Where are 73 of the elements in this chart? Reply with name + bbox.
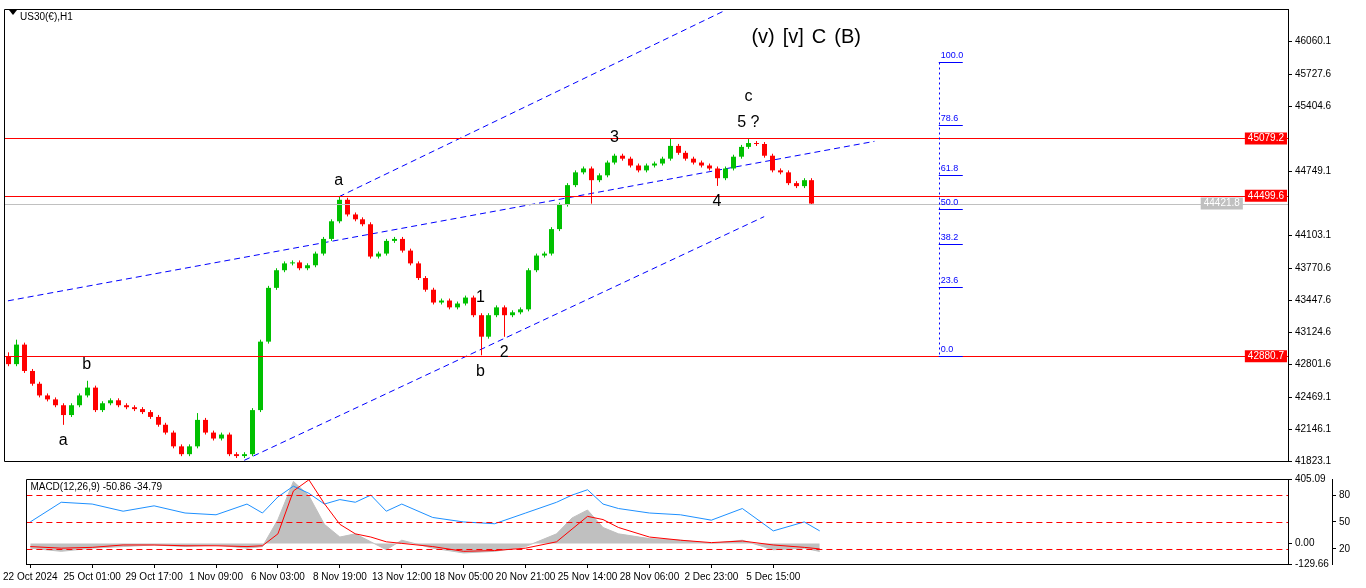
ref-line-label: 100.0 [940, 50, 964, 61]
candlestick [227, 432, 232, 457]
candlestick [502, 304, 507, 338]
annotation: (v) [751, 24, 775, 47]
x-tick-label: 5 Dec 15:00 [746, 570, 801, 582]
candlestick [61, 402, 66, 426]
x-tick-label: 1 Nov 09:00 [189, 570, 244, 582]
annotation: [v] [782, 24, 804, 47]
chart-title: MACD(12,26,9) -50.86 -34.79 [30, 480, 163, 492]
ref-line-label: 78.6 [940, 113, 959, 124]
y-tick-label: 44749.1 [1295, 164, 1332, 176]
annotation: 4 [712, 192, 722, 210]
candlestick [486, 312, 491, 340]
ref-line-label: 45079.2 [1247, 132, 1285, 144]
candlestick [416, 260, 421, 281]
candlestick [668, 137, 673, 162]
annotation: c [744, 87, 753, 105]
y2-tick-label: 20 [1339, 542, 1351, 554]
x-tick-label: 20 Nov 21:00 [495, 570, 556, 582]
x-tick-label: 2 Dec 23:00 [684, 570, 739, 582]
x-tick-label: 6 Nov 03:00 [250, 570, 306, 582]
x-tick-label: 13 Nov 12:00 [372, 570, 432, 582]
annotation: b [476, 361, 486, 379]
annotation: (B) [834, 24, 861, 47]
y-tick-label: 43447.6 [1295, 293, 1332, 305]
y-tick-label: 44103.1 [1295, 228, 1332, 240]
y-tick-label: 45404.6 [1295, 99, 1332, 111]
ref-line-label: 23.6 [940, 275, 959, 286]
ref-line-label: 38.2 [940, 232, 959, 243]
candlestick [471, 295, 476, 318]
candlestick [329, 218, 334, 242]
y-tick-label: 46060.1 [1295, 35, 1332, 47]
y-tick-label: 42146.1 [1295, 422, 1332, 434]
ref-line-label: 44421.8 [1203, 197, 1241, 209]
annotation: 5 ? [737, 113, 760, 131]
x-tick-label: 29 Oct 17:00 [125, 570, 184, 582]
x-tick-label: 22 Oct 2024 [3, 570, 58, 582]
x-tick-label: 8 Nov 19:00 [312, 570, 368, 582]
candlestick [565, 182, 570, 208]
candlestick [534, 253, 539, 273]
annotation: C [811, 24, 827, 47]
ref-line-label: 44499.6 [1247, 189, 1285, 201]
annotation: b [82, 355, 92, 373]
y-tick-label: 41823.1 [1295, 454, 1332, 466]
y-tick-label: 42469.1 [1295, 390, 1332, 402]
chart-title: US30(€),H1 [20, 10, 74, 22]
y-tick-label: -129.66 [1295, 557, 1330, 569]
y-tick-label: 43124.6 [1295, 325, 1332, 337]
y-tick-label: 42801.6 [1295, 357, 1332, 369]
annotation: 1 [476, 287, 486, 305]
y-tick-label: 405.09 [1295, 472, 1327, 484]
x-tick-label: 18 Nov 05:00 [433, 570, 494, 582]
y-tick-label: 45727.6 [1295, 67, 1332, 79]
ref-line-label: 61.8 [940, 163, 959, 174]
y-tick-label: 0.00 [1295, 537, 1315, 549]
annotation: a [334, 171, 344, 189]
candlestick [321, 236, 326, 257]
ref-line-label: 42880.7 [1247, 349, 1285, 361]
candlestick [93, 385, 98, 413]
candlestick [770, 153, 775, 173]
ref-line-label: 50.0 [940, 197, 959, 208]
candlestick [337, 196, 342, 224]
x-tick-label: 25 Nov 14:00 [557, 570, 618, 582]
x-tick-label: 25 Oct 01:00 [63, 570, 122, 582]
x-tick-label: 28 Nov 06:00 [619, 570, 680, 582]
annotation: a [58, 431, 68, 449]
y-tick-label: 43770.6 [1295, 261, 1332, 273]
candlestick [274, 267, 279, 291]
y2-tick-label: 50 [1339, 515, 1351, 527]
candlestick [715, 166, 720, 187]
y2-tick-label: 80 [1339, 488, 1351, 500]
candlestick [14, 339, 19, 367]
ref-line-label: 0.0 [940, 344, 954, 355]
